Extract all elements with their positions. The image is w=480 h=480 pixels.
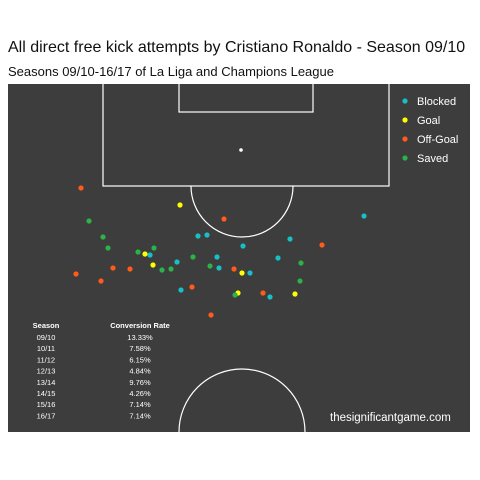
pitch-plot: Blocked Goal Off-Goal Saved Season Conversio… [8,84,470,432]
pitch-background [8,84,470,432]
table-cell-season: 11/12 [37,355,55,364]
shot-point-blocked [240,243,246,249]
table-cell-season: 13/14 [37,378,56,387]
shot-point-blocked [275,255,281,261]
pitch-markings [102,84,390,432]
table-header: Conversion Rate [110,321,170,330]
shot-point-off-goal [127,266,133,272]
penalty-area [102,84,390,187]
shot-point-saved [168,266,174,272]
shot-point-blocked [147,252,153,258]
shot-point-blocked [247,270,253,276]
legend-swatch [402,117,408,123]
shot-point-blocked [178,287,184,293]
shot-point-off-goal [78,185,84,191]
table-cell-season: 15/16 [37,400,56,409]
legend-swatch [402,155,408,161]
table-cell-rate: 7.14% [129,411,151,420]
chart-title: All direct free kick attempts by Cristia… [8,39,466,56]
table-cell-rate: 4.26% [129,389,151,398]
shot-point-blocked [195,233,201,239]
shot-point-off-goal [208,312,214,318]
shot-point-saved [86,218,92,224]
table-cell-rate: 7.14% [129,400,151,409]
legend: Blocked Goal Off-Goal Saved [402,96,458,165]
shot-point-off-goal [98,278,104,284]
shot-point-saved [100,234,106,240]
legend-label: Saved [417,153,448,165]
conversion-table: Season Conversion Rate 09/10 13.33% 10/11 7.5… [33,321,170,420]
shot-point-saved [135,249,141,255]
shot-point-goal [142,251,148,257]
table-cell-season: 12/13 [37,367,56,376]
shot-point-saved [297,278,303,284]
shot-point-blocked [287,236,293,242]
shot-point-blocked [174,259,180,265]
table-cell-season: 10/11 [37,344,55,353]
shot-point-saved [190,254,196,260]
table-cell-rate: 6.15% [129,355,151,364]
shot-point-goal [292,291,298,297]
shot-point-goal [177,202,183,208]
table-cell-rate: 7.58% [129,344,151,353]
goal-area [178,84,314,113]
shot-point-saved [151,245,157,251]
shot-point-off-goal [189,284,195,290]
chart-subtitle: Seasons 09/10-16/17 of La Liga and Champ… [8,64,334,79]
shot-points [73,185,367,318]
legend-label: Blocked [417,96,456,108]
shot-point-blocked [361,213,367,219]
table-cell-rate: 9.76% [129,378,151,387]
center-circle [178,368,306,432]
legend-label: Goal [417,115,440,127]
shot-point-off-goal [260,290,266,296]
shot-point-saved [105,245,111,251]
shot-point-off-goal [319,242,325,248]
penalty-arc [190,185,294,238]
shot-point-saved [207,263,213,269]
shot-point-saved [298,260,304,266]
shot-point-saved [232,292,238,298]
shot-point-off-goal [231,266,237,272]
shot-point-blocked [214,254,220,260]
legend-swatch [402,136,408,142]
shot-point-blocked [204,232,210,238]
shot-point-off-goal [221,216,227,222]
legend-label: Off-Goal [417,134,458,146]
table-cell-season: 09/10 [37,333,56,342]
shot-point-saved [159,267,165,273]
table-cell-rate: 13.33% [127,333,153,342]
shot-point-blocked [216,265,222,271]
pitch-svg: Blocked Goal Off-Goal Saved Season Conversio… [8,84,470,432]
shot-point-goal [150,262,156,268]
shot-point-blocked [267,294,273,300]
table-header: Season [33,321,60,330]
shot-point-off-goal [73,271,79,277]
table-cell-rate: 4.84% [129,367,151,376]
table-cell-season: 14/15 [37,389,56,398]
shot-point-goal [239,270,245,276]
shot-point-off-goal [110,265,116,271]
table-cell-season: 16/17 [37,411,56,420]
legend-swatch [402,98,408,104]
penalty-spot [239,148,243,152]
watermark: thesignificantgame.com [330,412,451,424]
